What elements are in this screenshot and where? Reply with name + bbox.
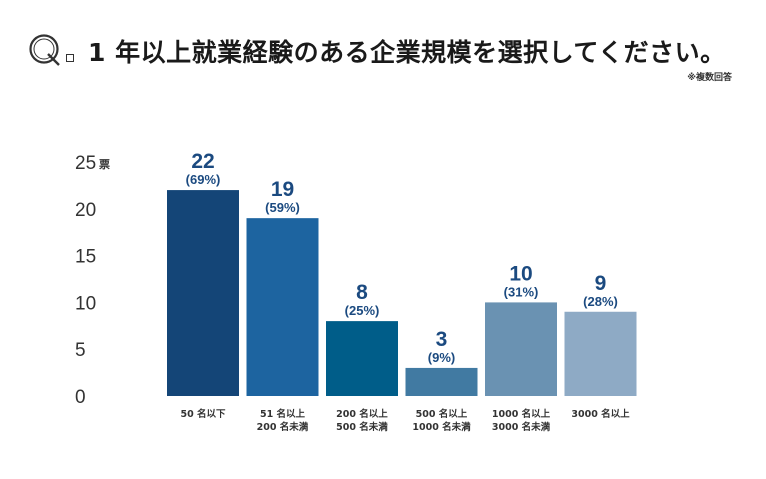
bar [246, 218, 319, 396]
x-category-label: 50 名以下 [180, 408, 226, 420]
x-category-label: 51 名以上 [260, 408, 306, 420]
bar-percent-label: (28%) [583, 294, 618, 309]
bar-value-label: 8 [356, 281, 368, 304]
bar-percent-label: (25%) [345, 303, 380, 318]
bar-percent-label: (9%) [428, 350, 455, 365]
bar-value-label: 10 [509, 262, 532, 285]
bar-value-label: 9 [595, 272, 607, 295]
q-icon [29, 34, 60, 66]
bar-value-label: 19 [271, 178, 294, 201]
x-category-label: 3000 名未満 [492, 421, 551, 433]
bar-percent-label: (59%) [265, 200, 300, 215]
y-tick-label: 15 [75, 247, 96, 268]
y-tick-label: 0 [75, 387, 86, 408]
bar-percent-label: (31%) [504, 284, 539, 299]
bar [485, 302, 557, 396]
bar-value-label: 22 [191, 150, 214, 173]
x-category-label: 500 名以上 [416, 408, 468, 420]
q-box-marker [66, 54, 74, 62]
bar [167, 190, 239, 396]
y-tick-label: 10 [75, 293, 96, 314]
bar-value-label: 3 [436, 328, 448, 351]
bars: 22(69%) 19(59%) 8(25%) 3(9%) 10(31%) 9(28%) [167, 150, 637, 396]
bar [326, 321, 398, 396]
bar [405, 367, 478, 396]
y-unit-label: 票 [99, 158, 110, 171]
bar-percent-label: (69%) [186, 172, 221, 187]
multiple-answer-note: ※複数回答 [687, 73, 732, 83]
x-category-label: 200 名以上 [336, 408, 388, 420]
y-tick-label: 20 [75, 200, 96, 221]
x-category-label: 1000 名未満 [412, 421, 471, 433]
bar [564, 311, 637, 396]
x-category-label: 3000 名以上 [571, 408, 630, 420]
y-axis: 0 5 10 15 20 25 票 [75, 153, 110, 408]
x-category-label: 1000 名以上 [492, 408, 551, 420]
question-title: 1 年以上就業経験のある企業規模を選択してください。 [88, 38, 726, 67]
y-tick-label: 5 [75, 340, 86, 361]
y-tick-label: 25 [75, 153, 96, 174]
x-category-label: 500 名未満 [336, 421, 388, 433]
x-category-label: 200 名未満 [257, 421, 309, 433]
